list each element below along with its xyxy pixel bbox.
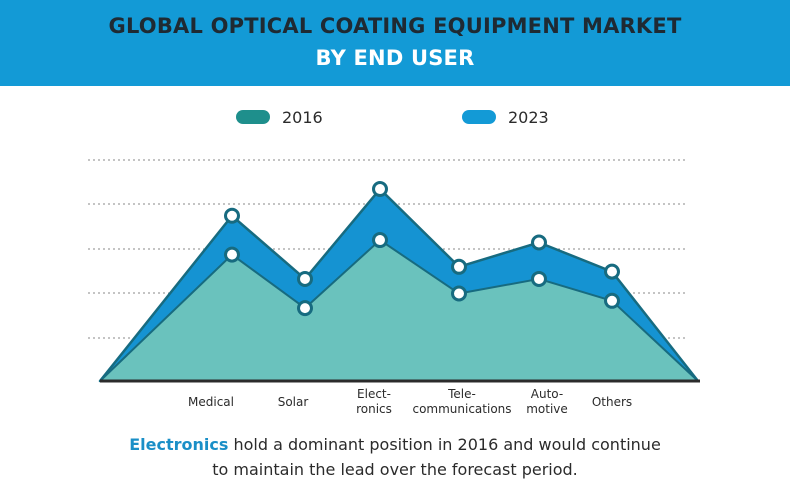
point-2023-1 xyxy=(297,270,313,287)
chart-title-line1: GLOBAL OPTICAL COATING EQUIPMENT MARKET xyxy=(108,14,682,38)
point-2016-0 xyxy=(224,246,240,263)
legend-label-2016: 2016 xyxy=(282,107,323,127)
point-2023-4 xyxy=(531,234,547,251)
chart-title-line2: BY END USER xyxy=(315,46,475,70)
point-2023-5 xyxy=(604,263,620,280)
x-tick-label-4: Auto-motive xyxy=(526,387,568,416)
legend-swatch-2016 xyxy=(236,110,270,124)
footer-line1: Electronics hold a dominant position in … xyxy=(0,432,790,457)
footer-line2: to maintain the lead over the forecast p… xyxy=(212,460,578,479)
legend-swatch-2023 xyxy=(462,110,496,124)
area-2016 xyxy=(99,239,699,382)
x-tick-label-1: Solar xyxy=(278,395,309,409)
x-tick-label-3: Tele-communications xyxy=(412,387,511,416)
area-chart: Medical Solar Elect-ronics Tele-communicati… xyxy=(88,159,700,416)
point-2023-0 xyxy=(224,207,240,224)
point-2023-2 xyxy=(372,181,388,198)
point-2016-1 xyxy=(297,300,313,317)
x-tick-label-2: Elect-ronics xyxy=(356,387,392,416)
point-2023-3 xyxy=(451,258,467,275)
x-tick-label-5: Others xyxy=(592,395,632,409)
point-2016-3 xyxy=(451,285,467,302)
title-banner: GLOBAL OPTICAL COATING EQUIPMENT MARKET … xyxy=(0,0,790,86)
point-2016-2 xyxy=(372,232,388,249)
footer-line1-text: hold a dominant position in 2016 and wou… xyxy=(228,435,661,454)
point-2016-5 xyxy=(604,292,620,309)
point-2016-4 xyxy=(531,270,547,287)
legend-item-2023: 2023 xyxy=(462,107,549,127)
footer-highlight: Electronics xyxy=(129,435,229,454)
legend-label-2023: 2023 xyxy=(508,107,549,127)
x-tick-label-0: Medical xyxy=(188,395,234,409)
footer-note: Electronics hold a dominant position in … xyxy=(0,432,790,482)
legend-item-2016: 2016 xyxy=(236,107,323,127)
